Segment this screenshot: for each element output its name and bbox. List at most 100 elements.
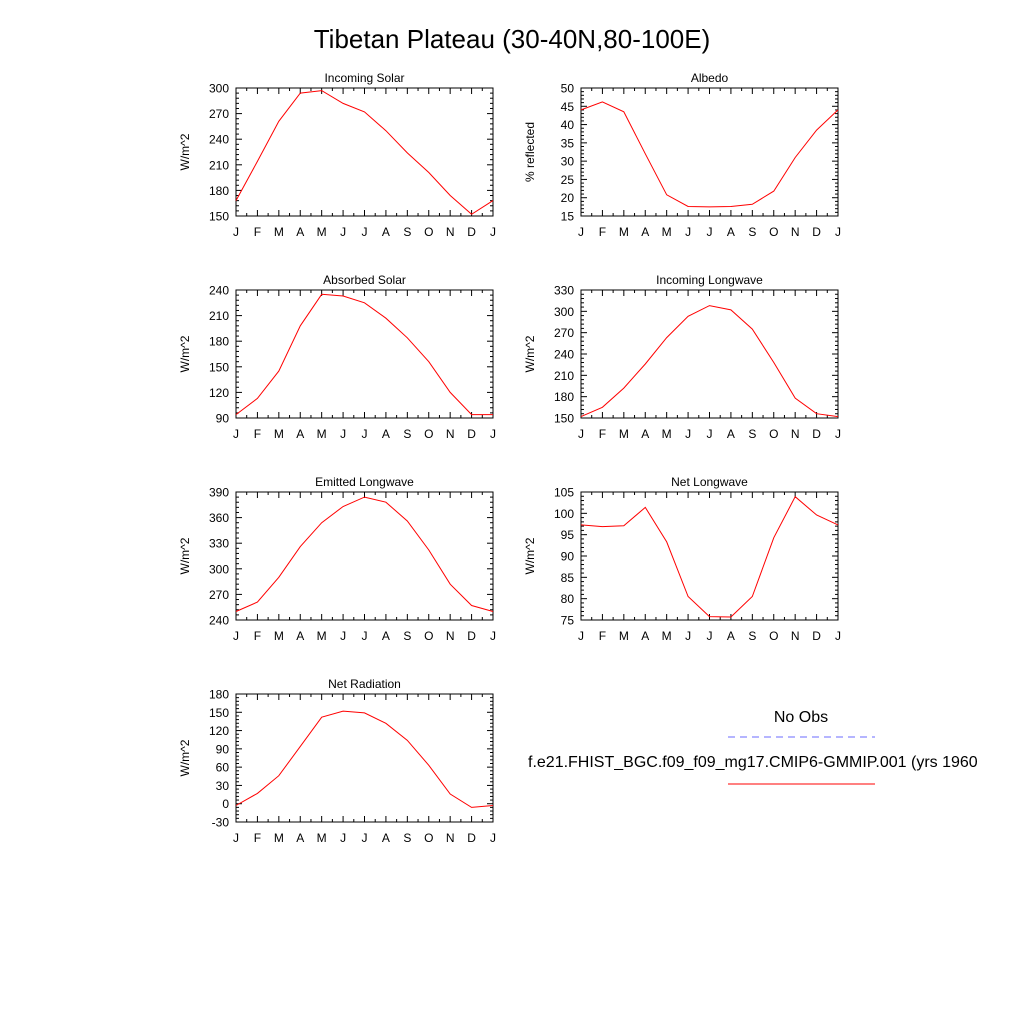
x-tick-label: N	[791, 629, 800, 643]
y-tick-label: 150	[554, 412, 574, 426]
x-tick-label: M	[619, 225, 629, 239]
y-tick-label: 210	[554, 369, 574, 383]
y-tick-label: 45	[561, 100, 575, 114]
y-tick-label: 105	[554, 486, 574, 500]
plot-frame	[580, 289, 839, 419]
y-axis-label: W/m^2	[523, 335, 537, 372]
x-tick-label: M	[619, 629, 629, 643]
x-tick-label: M	[662, 225, 672, 239]
x-tick-label: J	[233, 427, 239, 441]
plot-frame	[235, 87, 494, 217]
y-tick-label: 20	[561, 191, 575, 205]
x-tick-label: J	[490, 427, 496, 441]
chart-title: Net Radiation	[328, 677, 401, 691]
y-tick-label: 90	[216, 412, 230, 426]
y-tick-label: 270	[209, 107, 229, 121]
x-tick-label: J	[835, 427, 841, 441]
y-tick-label: 300	[554, 305, 574, 319]
plot-frame	[235, 491, 494, 621]
x-tick-label: F	[599, 225, 606, 239]
y-tick-label: -30	[212, 816, 230, 830]
x-tick-label: J	[685, 427, 691, 441]
x-tick-label: J	[362, 629, 368, 643]
y-axis-label: W/m^2	[178, 739, 192, 776]
x-tick-label: J	[362, 831, 368, 845]
x-tick-label: J	[490, 831, 496, 845]
x-tick-label: S	[403, 831, 411, 845]
x-tick-label: O	[769, 427, 778, 441]
plot-frame	[235, 289, 494, 419]
x-tick-label: J	[578, 427, 584, 441]
y-tick-label: 15	[561, 210, 575, 224]
series-line-model	[580, 305, 839, 418]
y-tick-label: 75	[561, 614, 575, 628]
legend: No Obs f.e21.FHIST_BGC.f09_f09_mg17.CMIP…	[528, 709, 978, 785]
x-tick-label: S	[403, 427, 411, 441]
y-tick-label: 30	[216, 779, 230, 793]
x-tick-label: M	[274, 831, 284, 845]
chart-title: Absorbed Solar	[323, 273, 406, 287]
y-tick-label: 240	[554, 348, 574, 362]
x-tick-label: N	[446, 427, 455, 441]
x-tick-label: J	[340, 629, 346, 643]
x-tick-label: O	[424, 831, 433, 845]
series-line-model	[235, 90, 494, 215]
x-tick-label: J	[362, 427, 368, 441]
y-tick-label: 80	[561, 592, 575, 606]
y-tick-label: 300	[209, 82, 229, 96]
x-tick-label: S	[748, 629, 756, 643]
y-tick-label: 240	[209, 133, 229, 147]
y-tick-label: 30	[561, 155, 575, 169]
series-line-model	[580, 101, 839, 208]
x-tick-label: A	[296, 427, 304, 441]
y-tick-label: 90	[561, 550, 575, 564]
x-tick-label: N	[791, 427, 800, 441]
legend-model-label: f.e21.FHIST_BGC.f09_f09_mg17.CMIP6-GMMIP…	[528, 754, 978, 771]
x-tick-label: D	[467, 831, 476, 845]
x-tick-label: J	[490, 225, 496, 239]
y-tick-label: 180	[209, 335, 229, 349]
y-tick-label: 90	[216, 742, 230, 756]
x-tick-label: F	[599, 427, 606, 441]
x-tick-label: M	[662, 629, 672, 643]
x-tick-label: N	[446, 629, 455, 643]
y-tick-label: 330	[554, 284, 574, 298]
x-tick-label: A	[382, 629, 390, 643]
plot-frame	[580, 491, 839, 621]
x-tick-label: M	[274, 427, 284, 441]
x-tick-label: J	[340, 831, 346, 845]
x-tick-label: J	[578, 225, 584, 239]
y-axis-label: % reflected	[523, 122, 537, 182]
x-tick-label: A	[727, 427, 735, 441]
x-tick-label: A	[641, 629, 649, 643]
y-tick-label: 0	[222, 797, 229, 811]
x-tick-label: J	[340, 427, 346, 441]
series-line-model	[235, 710, 494, 808]
y-tick-label: 150	[209, 360, 229, 374]
x-tick-label: S	[748, 225, 756, 239]
y-tick-label: 360	[209, 511, 229, 525]
x-tick-label: N	[446, 225, 455, 239]
chart-title: Net Longwave	[671, 475, 748, 489]
x-tick-label: F	[254, 427, 261, 441]
x-tick-label: S	[403, 629, 411, 643]
y-tick-label: 390	[209, 486, 229, 500]
x-tick-label: S	[403, 225, 411, 239]
x-tick-label: F	[599, 629, 606, 643]
y-axis-label: W/m^2	[523, 537, 537, 574]
y-tick-label: 40	[561, 118, 575, 132]
page-title: Tibetan Plateau (30-40N,80-100E)	[314, 24, 711, 54]
chart-title: Incoming Solar	[324, 71, 404, 85]
y-tick-label: 240	[209, 284, 229, 298]
y-tick-label: 180	[209, 184, 229, 198]
x-tick-label: A	[296, 225, 304, 239]
y-tick-label: 60	[216, 761, 230, 775]
y-tick-label: 85	[561, 571, 575, 585]
